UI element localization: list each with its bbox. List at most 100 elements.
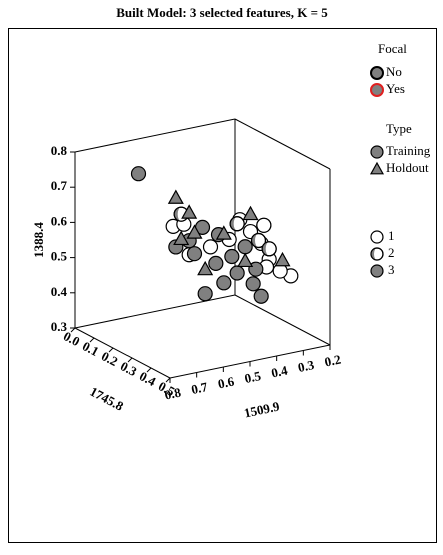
triangle	[237, 252, 254, 268]
legend-label: Holdout	[386, 160, 429, 175]
y-tick-label: 0.8	[163, 384, 183, 402]
data-point	[245, 276, 261, 292]
x-axis-label: 1745.8	[87, 384, 126, 414]
z-tick-label: 0.5	[51, 249, 68, 264]
circle	[208, 255, 224, 271]
data-point	[253, 288, 269, 304]
z-tick-label: 0.3	[51, 319, 68, 334]
data-point	[208, 255, 224, 271]
x-tick-label: 0.3	[118, 358, 140, 379]
circle	[370, 83, 384, 97]
x-tick-label: 0.0	[61, 328, 82, 349]
circle-marker	[370, 264, 384, 278]
circle	[370, 264, 384, 278]
data-point	[256, 217, 272, 233]
data-point	[181, 204, 198, 219]
data-point	[250, 232, 267, 249]
circle	[130, 166, 147, 182]
z-tick-label: 0.4	[51, 284, 68, 299]
box-edge	[74, 327, 171, 379]
half-fill	[174, 207, 182, 222]
data-point	[229, 216, 245, 232]
x-tick	[108, 347, 114, 353]
x-tick-label: 0.5	[156, 378, 178, 399]
data-point	[237, 239, 253, 255]
circle	[370, 66, 384, 80]
half-fill	[371, 248, 377, 260]
data-point	[216, 275, 232, 291]
circle-edge	[229, 216, 245, 232]
circle	[197, 286, 213, 302]
y-tick-label: 0.7	[190, 379, 210, 397]
x-tick	[127, 357, 133, 363]
y-tick-label: 0.4	[270, 362, 290, 380]
triangle	[242, 205, 259, 221]
data-point	[237, 252, 254, 268]
circle-marker	[370, 247, 384, 261]
triangle	[369, 161, 385, 175]
circle	[370, 145, 384, 159]
data-point	[202, 239, 219, 255]
y-tick-label: 0.6	[217, 373, 237, 391]
legend-label: No	[386, 64, 402, 79]
legend-title: Focal	[378, 41, 407, 56]
data-point	[130, 166, 147, 182]
y-tick-label: 0.3	[297, 357, 317, 375]
triangle	[167, 189, 184, 204]
z-tick-label: 0.6	[51, 213, 68, 228]
legend-label: 1	[388, 228, 395, 243]
circle-marker	[370, 145, 384, 159]
legend-label: Yes	[386, 81, 405, 96]
data-point	[186, 246, 203, 262]
circle-edge	[261, 241, 277, 257]
z-tick-label: 0.8	[51, 143, 68, 158]
circle	[253, 288, 269, 304]
circle	[245, 276, 261, 292]
triangle	[173, 230, 190, 246]
legend-label: 3	[388, 262, 395, 277]
y-tick-label: 0.5	[243, 368, 263, 386]
half-fill	[230, 216, 238, 231]
circle-edge	[250, 232, 267, 249]
triangle	[186, 224, 203, 239]
half-fill	[262, 241, 270, 256]
legend-swatch	[370, 83, 384, 97]
box-edge	[234, 118, 331, 170]
x-tick	[165, 377, 171, 383]
legend-label: Training	[386, 143, 431, 158]
legend-title: Type	[386, 121, 412, 136]
triangle	[215, 225, 232, 240]
triangle	[197, 260, 214, 276]
circle	[237, 239, 253, 255]
circle	[256, 217, 272, 233]
circle	[229, 265, 245, 281]
legend-swatch	[370, 66, 384, 80]
z-tick-label: 0.7	[51, 178, 68, 193]
data-point	[197, 260, 214, 276]
circle	[186, 246, 203, 262]
legend-label: 2	[388, 245, 395, 260]
x-tick	[146, 367, 152, 373]
circle	[370, 230, 384, 244]
x-tick-label: 0.1	[80, 338, 101, 359]
data-point	[224, 248, 240, 265]
data-point	[173, 230, 190, 246]
data-point	[274, 251, 291, 267]
data-point	[242, 205, 259, 221]
box-edge	[234, 294, 331, 346]
circle-edge	[370, 247, 384, 261]
triangle	[181, 204, 198, 219]
circle	[216, 275, 232, 291]
half-fill	[251, 233, 259, 248]
circle	[224, 248, 240, 265]
y-tick-label: 0.2	[323, 351, 342, 369]
data-point	[186, 224, 203, 239]
box-edge	[74, 118, 236, 153]
triangle-marker	[369, 161, 385, 175]
data-point	[261, 241, 277, 257]
x-tick	[70, 327, 76, 333]
chart-title: Built Model: 3 selected features, K = 5	[116, 5, 328, 20]
x-tick-label: 0.4	[137, 368, 159, 389]
circle-marker	[370, 230, 384, 244]
